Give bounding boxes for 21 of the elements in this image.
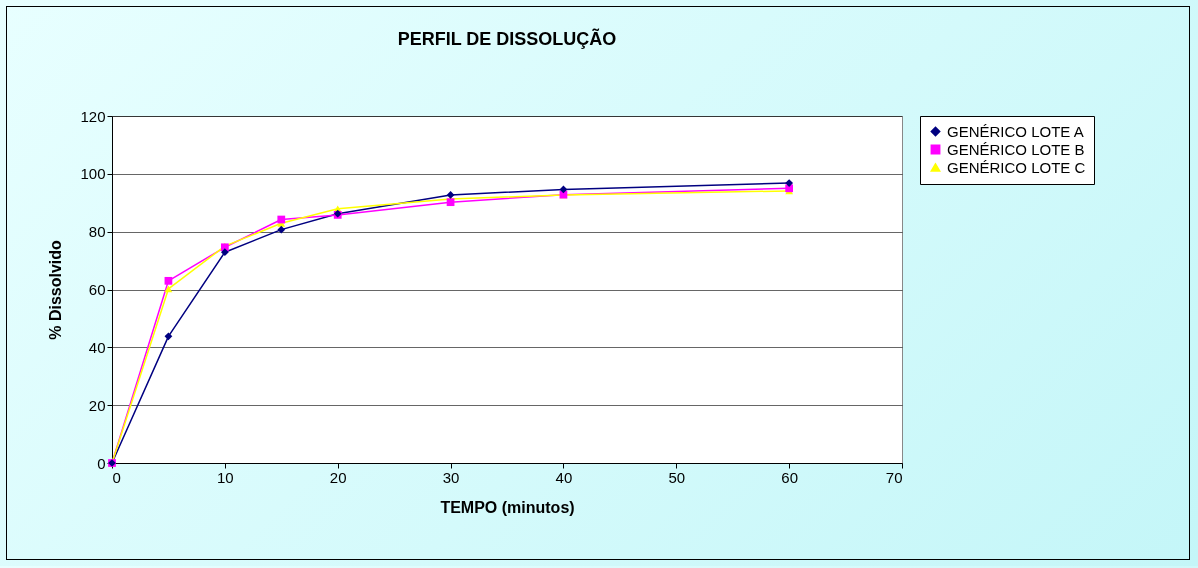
legend-label: GENÉRICO LOTE A xyxy=(947,122,1084,140)
x-tick-label: 70 xyxy=(885,468,903,486)
x-tick-label: 20 xyxy=(329,468,347,486)
x-tick-label: 0 xyxy=(112,468,121,486)
x-tick-label: 40 xyxy=(555,468,573,486)
chart-title: PERFIL DE DISSOLUÇÃO xyxy=(397,28,617,49)
x-tick-label: 10 xyxy=(217,468,234,486)
legend-label: GENÉRICO LOTE C xyxy=(947,158,1086,176)
x-axis-title: TEMPO (minutos) xyxy=(440,498,575,516)
y-tick-label: 100 xyxy=(80,165,106,183)
x-tick-label: 50 xyxy=(668,468,686,486)
y-tick-label: 60 xyxy=(88,281,106,298)
y-tick-label: 80 xyxy=(88,223,106,241)
y-tick-label: 0 xyxy=(97,454,106,472)
y-tick-label: 120 xyxy=(80,107,106,125)
legend-label: GENÉRICO LOTE B xyxy=(947,140,1085,158)
x-tick-label: 30 xyxy=(442,468,460,486)
y-tick-label: 40 xyxy=(88,338,106,356)
y-tick-label: 20 xyxy=(88,396,106,414)
x-tick-label: 60 xyxy=(781,468,798,486)
y-axis-title: % Dissolvido xyxy=(47,239,65,340)
